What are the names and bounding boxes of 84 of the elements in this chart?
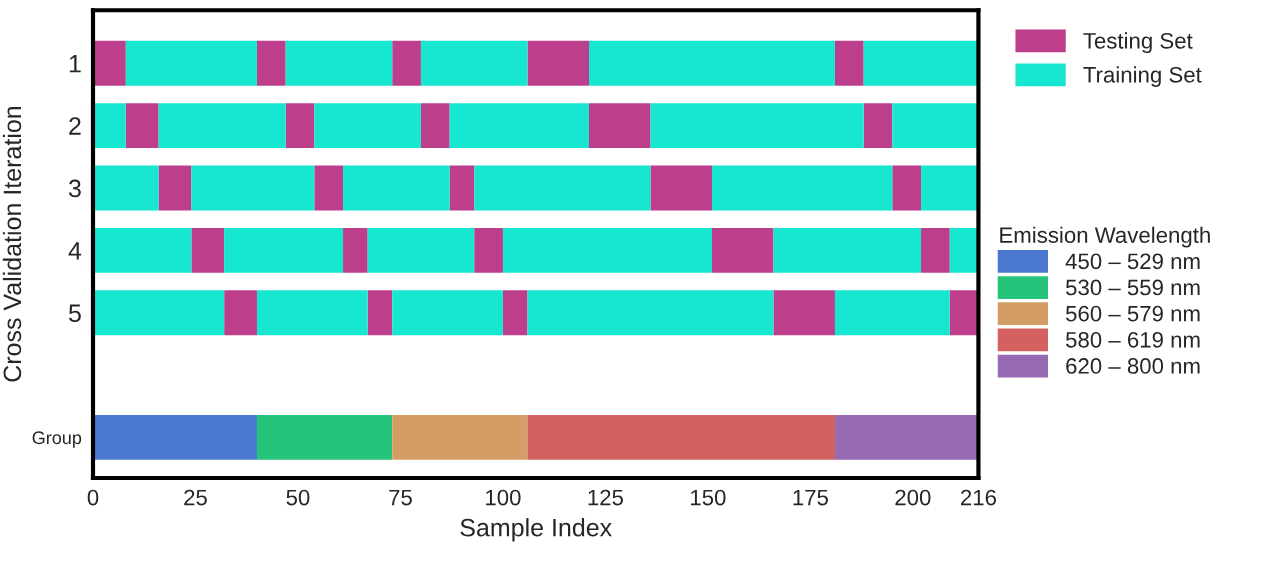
bar — [93, 103, 126, 149]
legend-label: 560 – 579 nm — [1065, 305, 1200, 322]
y-tick-label: 4 — [68, 242, 82, 260]
y-tick-label: 5 — [68, 304, 81, 322]
bar — [892, 103, 979, 149]
bar — [125, 40, 257, 86]
y-tick-label: 3 — [68, 179, 81, 198]
x-tick-label: 150 — [691, 489, 726, 506]
bar — [367, 227, 475, 273]
bar — [314, 103, 421, 149]
bar — [93, 414, 257, 460]
bar — [343, 227, 368, 273]
bar — [392, 40, 421, 86]
bar — [834, 290, 950, 336]
x-tick-label: 25 — [184, 489, 207, 506]
x-tick-label: 0 — [87, 489, 99, 506]
bar — [773, 290, 835, 336]
bar — [921, 165, 979, 211]
bar — [224, 290, 257, 336]
x-axis-title: Sample Index — [460, 518, 612, 542]
bar — [125, 103, 159, 149]
x-tick-label: 75 — [389, 489, 412, 506]
bar — [834, 414, 979, 460]
bar — [93, 227, 192, 273]
y-tick-label: Group — [32, 431, 82, 448]
bar — [949, 227, 979, 273]
x-tick-label: 125 — [588, 489, 624, 506]
bar — [392, 290, 503, 336]
y-tick-label: 2 — [69, 117, 81, 135]
legend-label: 450 – 529 nm — [1065, 253, 1200, 270]
bar — [711, 165, 893, 211]
bar — [256, 414, 393, 460]
bar — [711, 227, 774, 273]
bar — [921, 227, 950, 273]
bar — [863, 40, 979, 86]
bar — [589, 40, 835, 86]
bar — [158, 103, 286, 149]
x-tick-label: 100 — [486, 489, 521, 506]
bar — [502, 290, 528, 336]
bar — [892, 165, 922, 211]
bar — [527, 414, 835, 460]
bar — [191, 165, 315, 211]
bar — [224, 227, 344, 273]
bar — [834, 40, 864, 86]
bar — [949, 290, 979, 336]
bar — [650, 103, 864, 149]
bar — [314, 165, 344, 211]
bar — [158, 165, 192, 211]
legend-label: 530 – 559 nm — [1065, 279, 1200, 296]
bar — [420, 103, 450, 149]
bar — [502, 227, 712, 273]
bar — [527, 40, 590, 86]
bar — [93, 290, 225, 336]
bar — [256, 290, 368, 336]
x-tick-label: 200 — [895, 489, 931, 506]
bar — [650, 165, 712, 211]
bar — [863, 103, 893, 149]
legend-title: Emission Wavelength — [1000, 226, 1210, 248]
y-axis-title: Cross Validation Iteration — [2, 106, 22, 382]
bar — [256, 40, 286, 86]
bar — [589, 103, 651, 149]
x-tick-label: 216 — [961, 489, 996, 506]
bar — [420, 40, 528, 86]
legend-label: 620 – 800 nm — [1066, 358, 1200, 374]
bar — [367, 290, 393, 336]
bar — [191, 227, 225, 273]
bar — [285, 103, 315, 149]
bar — [474, 165, 651, 211]
bar — [773, 227, 922, 273]
bar — [527, 290, 774, 336]
legend-label: 580 – 619 nm — [1065, 331, 1200, 348]
bar — [343, 165, 450, 211]
x-tick-label: 50 — [286, 489, 310, 506]
x-tick-label: 175 — [793, 489, 828, 506]
bar — [449, 103, 590, 149]
bar — [392, 414, 528, 460]
bar — [93, 40, 126, 86]
bar — [474, 227, 503, 273]
legend-label: Training Set — [1083, 66, 1202, 88]
legend-label: Testing Set — [1083, 32, 1193, 54]
bar — [93, 165, 159, 211]
bar — [285, 40, 393, 86]
y-tick-label: 1 — [69, 55, 81, 73]
bar — [449, 165, 475, 211]
